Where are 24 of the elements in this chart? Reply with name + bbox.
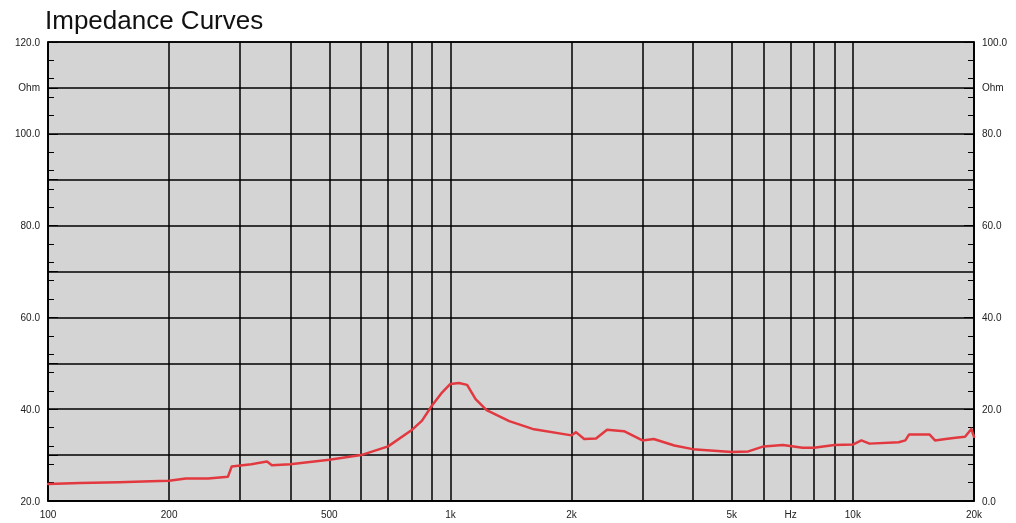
x-tick-label: 2k bbox=[566, 508, 578, 520]
y-tick-label: 20.0 bbox=[20, 495, 41, 507]
y2-tick-label: 40.0 bbox=[982, 311, 1002, 323]
x-tick-label: 1k bbox=[445, 508, 457, 520]
x-tick-label: 200 bbox=[160, 508, 178, 520]
y-tick-label: Ohm bbox=[18, 82, 40, 94]
y-tick-label: 80.0 bbox=[20, 220, 41, 232]
y2-tick-label: 20.0 bbox=[982, 403, 1002, 415]
chart-title: Impedance Curves bbox=[45, 5, 264, 35]
y2-tick-label: 100.0 bbox=[982, 36, 1008, 48]
x-tick-label: 20k bbox=[965, 508, 984, 520]
y-tick-label: 120.0 bbox=[14, 36, 41, 48]
x-tick-label: Hz bbox=[784, 508, 797, 520]
x-tick-label: 10k bbox=[844, 508, 862, 520]
x-tick-label: 5k bbox=[726, 508, 738, 520]
y2-tick-label: 60.0 bbox=[982, 220, 1002, 232]
x-tick-label: 500 bbox=[320, 508, 339, 520]
y2-tick-label: 80.0 bbox=[982, 128, 1002, 140]
y2-tick-label: 0.0 bbox=[982, 495, 997, 507]
y2-tick-label: Ohm bbox=[982, 82, 1004, 94]
y-tick-label: 40.0 bbox=[20, 403, 41, 415]
y-tick-label: 60.0 bbox=[20, 311, 41, 323]
y-tick-label: 100.0 bbox=[14, 128, 41, 140]
x-tick-label: 100 bbox=[39, 508, 57, 520]
